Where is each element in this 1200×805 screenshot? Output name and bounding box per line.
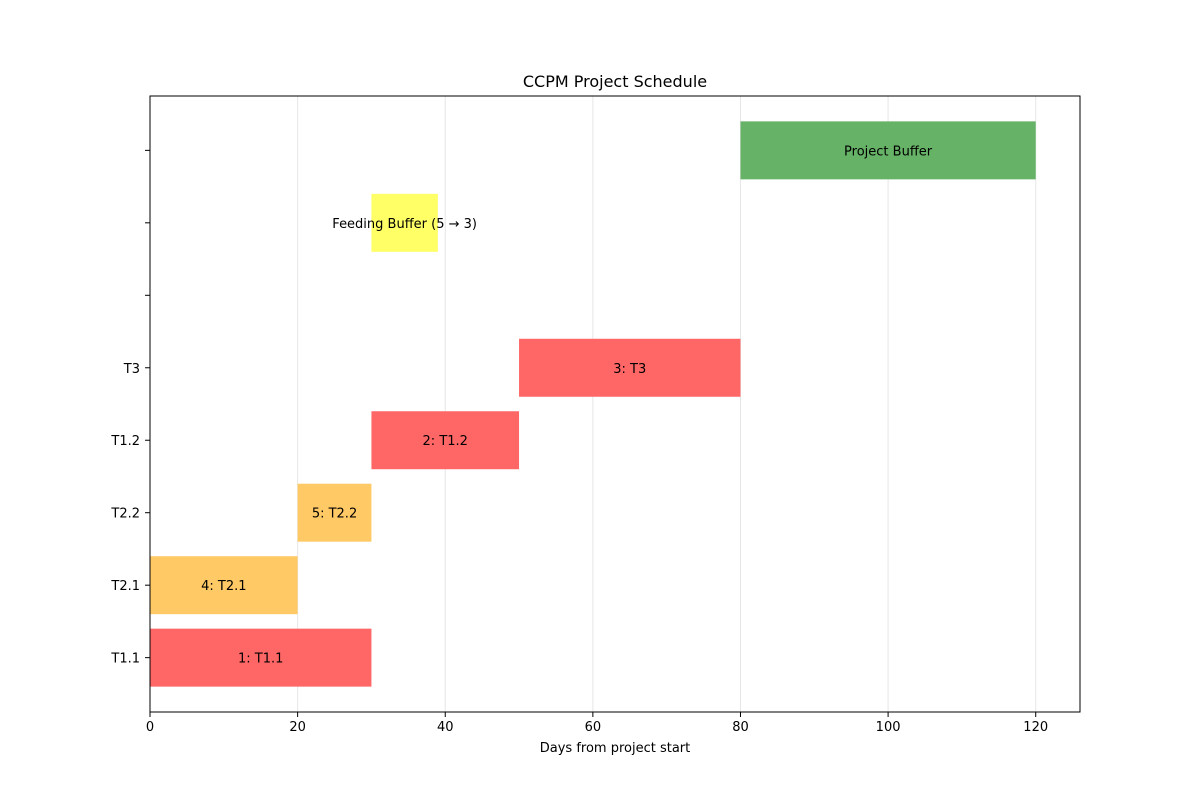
task-bar bbox=[150, 556, 298, 615]
task-labels: 1: T1.1 4: T2.1 5: T2.2 2: T1.2 3: T3 Feeding… bbox=[201, 144, 933, 666]
x-axis-ticks: 0 20 40 60 80 100 120 bbox=[146, 712, 1048, 735]
task-bar-label: 1: T1.1 bbox=[238, 652, 283, 667]
task-bar-label: Project Buffer bbox=[844, 144, 933, 159]
x-axis-label: Days from project start bbox=[540, 741, 691, 756]
y-tick-label: T2.2 bbox=[110, 507, 140, 522]
task-bar-label: Feeding Buffer (5 → 3) bbox=[332, 217, 477, 232]
task-bar bbox=[519, 338, 741, 397]
task-bar bbox=[740, 121, 1036, 180]
x-tick-label: 0 bbox=[146, 720, 154, 735]
task-bars bbox=[150, 121, 1036, 687]
task-bar bbox=[150, 628, 372, 687]
y-tick-label: T2.1 bbox=[110, 579, 140, 594]
task-bar bbox=[297, 483, 372, 542]
grid-lines bbox=[149, 96, 1037, 712]
task-bar-label: 4: T2.1 bbox=[201, 579, 246, 594]
task-bar-label: 2: T1.2 bbox=[423, 434, 468, 449]
x-tick-label: 20 bbox=[289, 720, 306, 735]
x-tick-label: 100 bbox=[876, 720, 901, 735]
y-tick-label: T1.1 bbox=[110, 652, 140, 667]
task-bar-label: 3: T3 bbox=[613, 362, 646, 377]
y-axis-ticks: T1.1 T2.1 T2.2 T1.2 T3 bbox=[110, 149, 150, 667]
x-tick-label: 40 bbox=[437, 720, 454, 735]
y-tick-label: T3 bbox=[123, 362, 140, 377]
x-tick-label: 120 bbox=[1023, 720, 1048, 735]
task-bar bbox=[371, 411, 520, 470]
x-tick-label: 80 bbox=[732, 720, 749, 735]
y-tick-label: T1.2 bbox=[110, 434, 140, 449]
task-bar-label: 5: T2.2 bbox=[312, 507, 357, 522]
plot-frame bbox=[149, 95, 1081, 713]
x-tick-label: 60 bbox=[585, 720, 602, 735]
chart-title: CCPM Project Schedule bbox=[523, 72, 707, 91]
task-bar bbox=[371, 193, 438, 252]
